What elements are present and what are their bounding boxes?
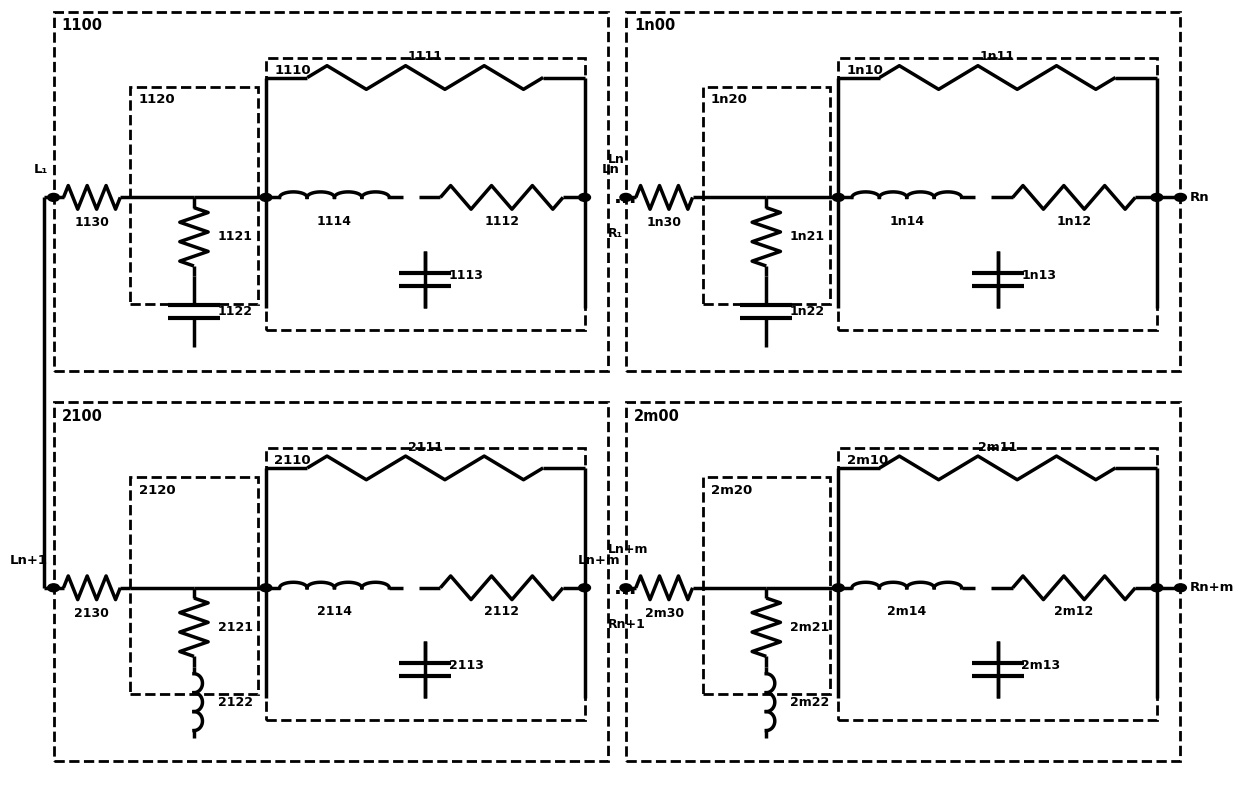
Circle shape: [832, 194, 844, 202]
Text: 1114: 1114: [317, 214, 352, 228]
Text: Rn: Rn: [1190, 191, 1209, 204]
Bar: [265, 448, 584, 720]
Circle shape: [579, 584, 590, 591]
Text: Ln: Ln: [603, 163, 620, 176]
Text: 2m30: 2m30: [645, 607, 683, 620]
Text: 1n12: 1n12: [1056, 214, 1091, 228]
Bar: [838, 58, 1157, 330]
Text: 2m10: 2m10: [847, 454, 888, 468]
Text: 2m20: 2m20: [711, 484, 753, 497]
Text: Ln+1: Ln+1: [10, 554, 47, 567]
Text: ...: ...: [614, 187, 637, 207]
Text: 2m00: 2m00: [634, 409, 680, 424]
Text: 2114: 2114: [317, 605, 352, 618]
Text: 1113: 1113: [449, 269, 484, 282]
Bar: [703, 87, 830, 304]
Circle shape: [620, 584, 631, 591]
Text: 2121: 2121: [217, 621, 253, 634]
Text: Ln+m: Ln+m: [578, 554, 620, 567]
Text: 1n30: 1n30: [647, 216, 682, 230]
Circle shape: [260, 194, 272, 202]
Text: 1112: 1112: [485, 214, 520, 228]
Text: 2120: 2120: [139, 484, 175, 497]
Circle shape: [47, 194, 60, 202]
Text: 1n20: 1n20: [711, 93, 748, 106]
Text: 2130: 2130: [74, 607, 109, 620]
Circle shape: [579, 194, 590, 202]
Text: 2m11: 2m11: [978, 441, 1017, 453]
Text: 1n13: 1n13: [1022, 269, 1056, 282]
Bar: [53, 402, 608, 761]
Text: 1111: 1111: [408, 50, 443, 63]
Circle shape: [1174, 194, 1187, 202]
Text: 1122: 1122: [217, 305, 253, 318]
Text: 2m14: 2m14: [887, 605, 926, 618]
Circle shape: [620, 194, 631, 202]
Text: 2112: 2112: [485, 605, 520, 618]
Bar: [53, 12, 608, 371]
Circle shape: [1151, 584, 1163, 591]
Bar: [130, 477, 258, 694]
Circle shape: [260, 584, 272, 591]
Text: 1n10: 1n10: [847, 64, 883, 77]
Text: 1120: 1120: [139, 93, 175, 106]
Text: 1100: 1100: [62, 18, 103, 33]
Circle shape: [1151, 194, 1163, 202]
Bar: [130, 87, 258, 304]
Text: 1n11: 1n11: [980, 50, 1016, 63]
Circle shape: [832, 584, 844, 591]
Text: 1n00: 1n00: [634, 18, 676, 33]
Text: 2m13: 2m13: [1022, 659, 1060, 673]
Bar: [265, 58, 584, 330]
Text: Rn+1: Rn+1: [608, 618, 646, 630]
Text: 2122: 2122: [217, 696, 253, 709]
Bar: [838, 448, 1157, 720]
Text: 1n14: 1n14: [889, 214, 924, 228]
Circle shape: [1174, 584, 1187, 591]
Text: 1121: 1121: [217, 230, 253, 243]
Text: 2100: 2100: [62, 409, 103, 424]
Bar: [626, 12, 1180, 371]
Bar: [626, 402, 1180, 761]
Text: 1n22: 1n22: [790, 305, 825, 318]
Text: 2113: 2113: [449, 659, 484, 673]
Text: R₁: R₁: [608, 227, 624, 241]
Text: 2111: 2111: [408, 441, 443, 453]
Text: L₁: L₁: [33, 163, 47, 176]
Text: Ln+m: Ln+m: [608, 544, 649, 556]
Text: 2m22: 2m22: [790, 696, 830, 709]
Text: 2m12: 2m12: [1054, 605, 1094, 618]
Text: 1n21: 1n21: [790, 230, 825, 243]
Bar: [703, 477, 830, 694]
Text: 2110: 2110: [274, 454, 311, 468]
Text: ...: ...: [614, 578, 637, 598]
Text: Rn+m: Rn+m: [1190, 581, 1234, 595]
Text: 2m21: 2m21: [790, 621, 830, 634]
Text: 1110: 1110: [274, 64, 311, 77]
Text: 1130: 1130: [74, 216, 109, 230]
Circle shape: [47, 584, 60, 591]
Text: Ln: Ln: [608, 153, 625, 166]
